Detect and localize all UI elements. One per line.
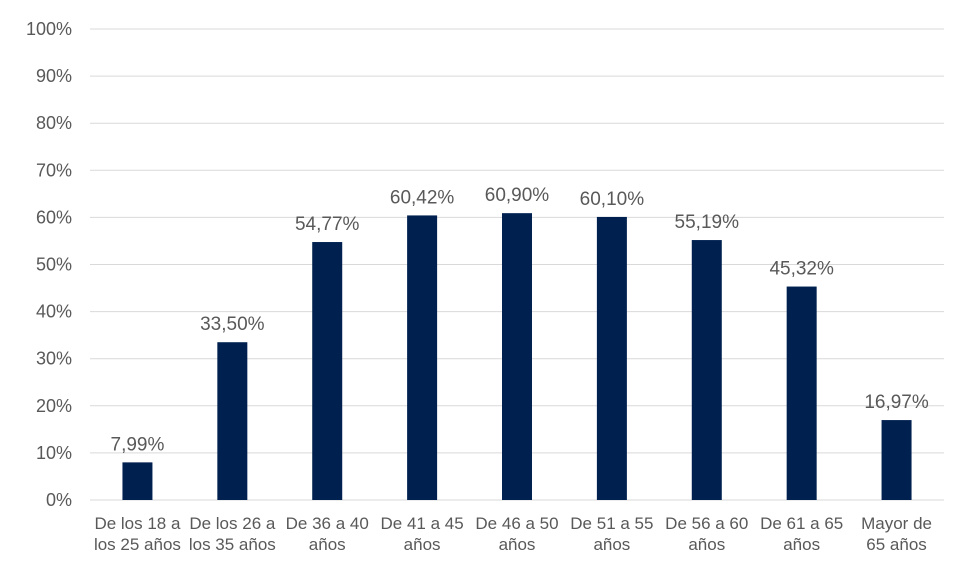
y-tick-label: 90% [36, 66, 72, 86]
category-label: años [309, 535, 346, 554]
category-label: De 36 a 40 [286, 514, 369, 533]
category-label: los 25 años [94, 535, 181, 554]
y-tick-label: 100% [26, 19, 72, 39]
y-tick-label: 10% [36, 443, 72, 463]
data-label: 54,77% [295, 214, 360, 235]
y-tick-label: 80% [36, 113, 72, 133]
data-label: 16,97% [864, 392, 929, 413]
data-label: 7,99% [111, 434, 165, 455]
category-label: De 41 a 45 [381, 514, 464, 533]
category-label: los 35 años [189, 535, 276, 554]
y-tick-label: 30% [36, 349, 72, 369]
category-label: 65 años [866, 535, 927, 554]
data-label: 55,19% [675, 212, 740, 233]
category-label: De 61 a 65 [760, 514, 843, 533]
category-label: años [404, 535, 441, 554]
category-label: De 46 a 50 [475, 514, 558, 533]
bar [786, 286, 817, 500]
y-tick-label: 60% [36, 207, 72, 227]
data-label: 33,50% [200, 314, 265, 335]
bar [502, 213, 532, 500]
bar [881, 420, 912, 500]
data-label: 60,90% [485, 185, 550, 206]
data-label: 60,42% [390, 187, 455, 208]
bar [122, 462, 153, 500]
bar [217, 342, 248, 500]
y-tick-label: 20% [36, 396, 72, 416]
category-label: De los 26 a [189, 514, 276, 533]
category-label: años [593, 535, 630, 554]
category-label: Mayor de [861, 514, 932, 533]
category-label: años [688, 535, 725, 554]
y-tick-label: 70% [36, 160, 72, 180]
bar [312, 242, 343, 500]
data-label: 60,10% [580, 189, 645, 210]
y-tick-label: 50% [36, 255, 72, 275]
category-label: De los 18 a [94, 514, 181, 533]
bar [407, 215, 438, 500]
y-tick-label: 40% [36, 302, 72, 322]
category-label: De 51 a 55 [570, 514, 653, 533]
y-tick-label: 0% [46, 490, 72, 510]
bar [691, 240, 722, 500]
data-label: 45,32% [769, 259, 834, 280]
bar [596, 216, 627, 500]
category-label: años [783, 535, 820, 554]
category-label: años [499, 535, 536, 554]
category-label: De 56 a 60 [665, 514, 748, 533]
